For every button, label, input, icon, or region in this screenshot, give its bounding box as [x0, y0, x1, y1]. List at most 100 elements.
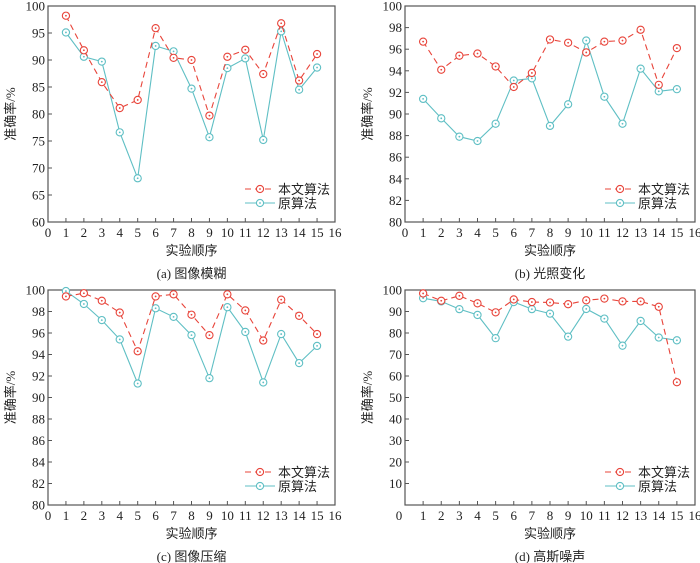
point-center: [639, 28, 642, 31]
legend-marker-center: [259, 471, 261, 473]
data-point: [473, 136, 482, 146]
data-point: [61, 292, 71, 301]
data-point: [509, 82, 518, 92]
point-center: [82, 292, 85, 295]
x-tick-label: 3: [456, 225, 463, 240]
y-tick-label: 90: [32, 53, 45, 68]
x-tick-label: 8: [188, 225, 195, 240]
y-tick-label: 92: [32, 369, 45, 384]
point-center: [549, 312, 551, 315]
x-tick-label: 8: [188, 508, 195, 523]
data-point: [545, 309, 555, 318]
x-axis-label: 实验顺序: [524, 526, 576, 541]
series-original: [418, 294, 682, 350]
data-point: [294, 85, 304, 94]
point-center: [639, 300, 642, 303]
point-center: [422, 292, 425, 295]
y-tick-label: 90: [389, 304, 402, 319]
point-center: [280, 333, 283, 335]
point-center: [603, 297, 606, 300]
point-center: [512, 79, 515, 82]
y-tick-label: 90: [389, 107, 402, 122]
data-point: [169, 290, 178, 299]
data-point: [294, 311, 304, 320]
series-ours: [61, 11, 322, 120]
point-center: [172, 315, 175, 318]
y-tick-label: 20: [389, 455, 402, 470]
point-center: [298, 88, 301, 91]
point-center: [244, 48, 247, 51]
x-tick-label: 14: [652, 508, 666, 523]
x-tick-label: 15: [311, 225, 324, 240]
data-point: [115, 308, 124, 317]
data-point: [241, 327, 250, 337]
point-center: [476, 302, 479, 305]
x-tick-label: 6: [152, 508, 159, 523]
x-tick-label: 5: [134, 508, 141, 523]
point-center: [118, 107, 121, 109]
data-point: [312, 49, 322, 59]
x-tick-label: 9: [565, 508, 572, 523]
data-point: [187, 84, 196, 93]
x-tick-label: 11: [598, 225, 611, 240]
x-tick-label: 1: [420, 225, 427, 240]
point-center: [226, 293, 229, 296]
data-point: [151, 23, 160, 33]
y-tick-label: 90: [32, 390, 45, 405]
x-tick-label: 13: [634, 508, 647, 523]
data-point: [241, 54, 250, 63]
y-tick-label: 70: [32, 161, 45, 176]
legend-item-original: 原算法: [605, 479, 677, 494]
y-tick-label: 92: [389, 85, 402, 100]
data-point: [277, 19, 286, 28]
x-axis-label: 实验顺序: [524, 243, 576, 258]
y-tick-label: 100: [26, 283, 46, 298]
point-center: [422, 97, 425, 100]
y-tick-label: 96: [32, 326, 46, 341]
data-point: [455, 51, 464, 60]
point-center: [657, 336, 660, 339]
y-tick-label: 84: [32, 455, 46, 470]
legend-marker-center: [259, 188, 261, 190]
data-point: [473, 299, 482, 308]
x-tick-label: 9: [206, 508, 213, 523]
y-tick-label: 88: [32, 412, 45, 427]
data-point: [187, 330, 196, 340]
x-tick-label: 10: [221, 225, 234, 240]
y-axis-label: 准确率/%: [360, 371, 375, 425]
data-point: [115, 103, 124, 113]
point-center: [208, 136, 211, 139]
point-center: [82, 55, 85, 58]
y-tick-label: 94: [32, 347, 46, 362]
y-tick-label: 94: [389, 63, 403, 78]
x-tick-label: 1: [63, 508, 70, 523]
data-point: [205, 111, 214, 120]
data-point: [133, 379, 142, 388]
data-point: [97, 315, 106, 325]
x-tick-label: 6: [152, 225, 159, 240]
data-point: [187, 310, 196, 319]
data-point: [115, 335, 124, 344]
point-center: [621, 344, 624, 347]
data-point: [312, 63, 322, 72]
point-center: [118, 311, 121, 314]
data-point: [437, 114, 446, 123]
point-center: [512, 86, 515, 88]
point-center: [639, 67, 642, 70]
x-tick-label: 0: [402, 225, 409, 240]
legend-marker-center: [259, 202, 261, 204]
point-center: [458, 135, 461, 138]
data-point: [151, 304, 160, 313]
data-point: [169, 312, 178, 322]
data-point: [582, 36, 591, 45]
point-center: [440, 117, 443, 120]
point-center: [298, 79, 301, 82]
point-center: [100, 319, 103, 321]
x-tick-label: 13: [275, 508, 288, 523]
y-tick-label: 82: [389, 193, 402, 208]
x-tick-label: 15: [670, 508, 683, 523]
data-point: [437, 296, 446, 305]
point-center: [208, 334, 211, 337]
point-center: [494, 65, 497, 68]
